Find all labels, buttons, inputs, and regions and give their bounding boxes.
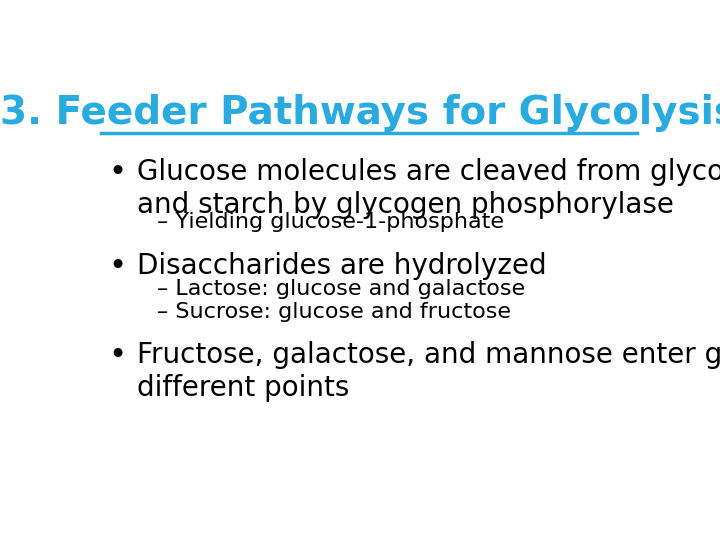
Text: – Sucrose: glucose and fructose: – Sucrose: glucose and fructose bbox=[157, 302, 511, 322]
Text: •: • bbox=[109, 341, 127, 370]
Text: 3. Feeder Pathways for Glycolysis: 3. Feeder Pathways for Glycolysis bbox=[1, 94, 720, 132]
Text: •: • bbox=[109, 158, 127, 187]
Text: – Yielding glucose-1-phosphate: – Yielding glucose-1-phosphate bbox=[157, 212, 504, 232]
Text: •: • bbox=[109, 252, 127, 281]
Text: Glucose molecules are cleaved from glycogen
and starch by glycogen phosphorylase: Glucose molecules are cleaved from glyco… bbox=[138, 158, 720, 219]
Text: Fructose, galactose, and mannose enter glycolysis at
different points: Fructose, galactose, and mannose enter g… bbox=[138, 341, 720, 402]
Text: Disaccharides are hydrolyzed: Disaccharides are hydrolyzed bbox=[138, 252, 547, 280]
Text: – Lactose: glucose and galactose: – Lactose: glucose and galactose bbox=[157, 279, 525, 299]
